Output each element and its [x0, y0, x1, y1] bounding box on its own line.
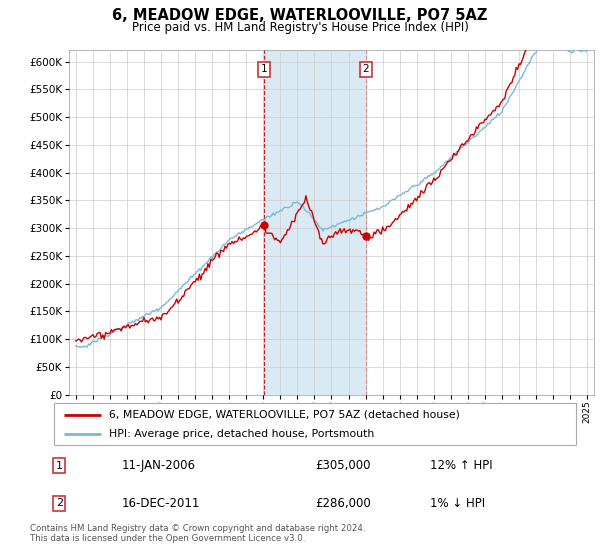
Text: 6, MEADOW EDGE, WATERLOOVILLE, PO7 5AZ (detached house): 6, MEADOW EDGE, WATERLOOVILLE, PO7 5AZ (…	[109, 409, 460, 419]
Text: 1: 1	[260, 64, 268, 74]
Text: 6, MEADOW EDGE, WATERLOOVILLE, PO7 5AZ: 6, MEADOW EDGE, WATERLOOVILLE, PO7 5AZ	[112, 8, 488, 24]
Text: 1: 1	[56, 460, 63, 470]
Text: 12% ↑ HPI: 12% ↑ HPI	[430, 459, 493, 472]
Text: 1% ↓ HPI: 1% ↓ HPI	[430, 497, 485, 510]
FancyBboxPatch shape	[54, 403, 576, 445]
Text: 2: 2	[362, 64, 369, 74]
Text: £305,000: £305,000	[315, 459, 371, 472]
Text: 16-DEC-2011: 16-DEC-2011	[122, 497, 200, 510]
Text: Contains HM Land Registry data © Crown copyright and database right 2024.
This d: Contains HM Land Registry data © Crown c…	[30, 524, 365, 543]
Text: Price paid vs. HM Land Registry's House Price Index (HPI): Price paid vs. HM Land Registry's House …	[131, 21, 469, 34]
Bar	[264, 50, 365, 395]
Text: 11-JAN-2006: 11-JAN-2006	[122, 459, 196, 472]
Text: £286,000: £286,000	[315, 497, 371, 510]
Text: HPI: Average price, detached house, Portsmouth: HPI: Average price, detached house, Port…	[109, 429, 374, 439]
Text: 2: 2	[56, 498, 63, 508]
